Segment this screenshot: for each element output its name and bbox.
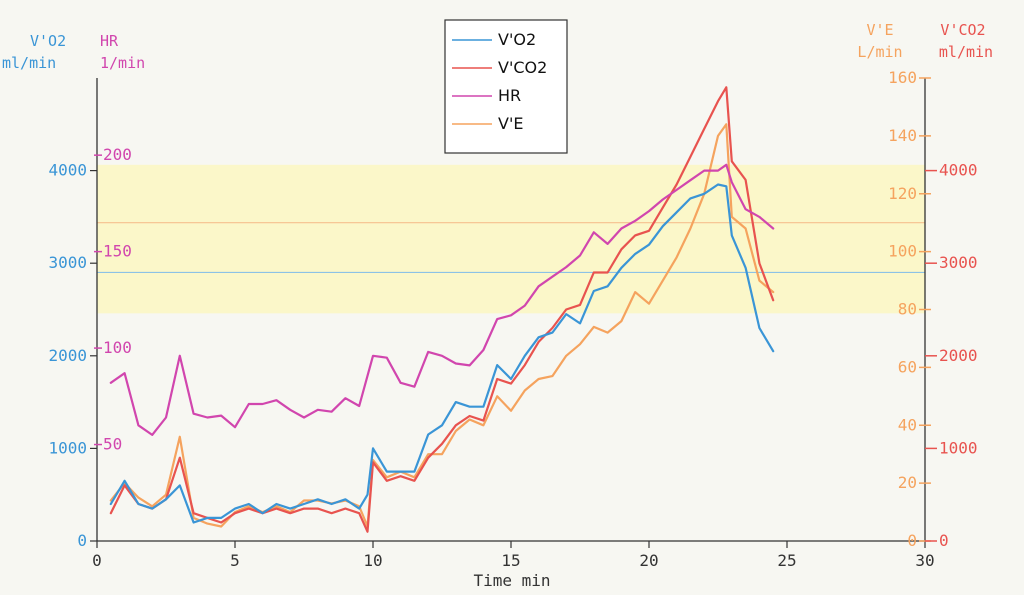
ve-tick-label-80: 80 [898,300,917,319]
vo2-axis-title: V'O2 [30,32,66,50]
hr-tick-label-200: 200 [103,145,132,164]
x-tick-label-15: 15 [501,551,520,570]
x-axis-label: Time min [473,571,550,590]
x-tick-label-25: 25 [777,551,796,570]
vo2-tick-label-0: 0 [77,531,87,550]
legend-label-vco2: V'CO2 [498,58,547,77]
ve-tick-label-100: 100 [888,242,917,261]
ve-tick-label-60: 60 [898,357,917,376]
ve-tick-label-0: 0 [907,531,917,550]
ve-axis-unit: L/min [857,43,902,61]
legend-label-vo2: V'O2 [498,30,536,49]
vco2-tick-label-0: 0 [939,531,949,550]
ve-tick-label-20: 20 [898,473,917,492]
hr-axis-unit: 1/min [100,54,145,72]
vo2-tick-label-4000: 4000 [48,161,87,180]
ve-tick-label-40: 40 [898,415,917,434]
vco2-axis-title: V'CO2 [940,21,985,39]
legend: V'O2 V'CO2 HR V'E [444,19,568,154]
vco2-tick-label-3000: 3000 [939,253,978,272]
vo2-tick-label-2000: 2000 [48,346,87,365]
ve-tick-label-140: 140 [888,126,917,145]
series-line-hr [109,163,775,436]
x-tick-label-0: 0 [92,551,102,570]
x-tick-label-30: 30 [915,551,934,570]
vo2-tick-label-3000: 3000 [48,253,87,272]
vco2-tick-label-1000: 1000 [939,438,978,457]
series-line-vo2 [109,183,775,524]
legend-label-hr: HR [498,86,521,105]
ve-tick-label-160: 160 [888,68,917,87]
vco2-tick-label-4000: 4000 [939,161,978,180]
hr-tick-label-150: 150 [103,242,132,261]
ve-axis-title: V'E [866,21,893,39]
hr-tick-label-50: 50 [103,435,122,454]
vo2-axis-unit: ml/min [2,54,56,72]
x-tick-label-10: 10 [363,551,382,570]
vco2-axis-unit: ml/min [939,43,993,61]
axes: 0 5 10 15 20 25 300100020003000400050100150200… [48,68,977,570]
shaded-band-0 [97,164,925,314]
reference-lines [97,222,925,274]
series-lines [109,86,775,533]
hr-axis-title: HR [100,32,119,50]
ve-tick-label-120: 120 [888,184,917,203]
x-tick-label-20: 20 [639,551,658,570]
hr-tick-label-100: 100 [103,338,132,357]
legend-label-ve: V'E [498,114,523,133]
series-line-ve [109,123,775,528]
band-layer [97,164,925,314]
vo2-tick-label-1000: 1000 [48,438,87,457]
x-tick-label-5: 5 [230,551,240,570]
vco2-tick-label-2000: 2000 [939,346,978,365]
